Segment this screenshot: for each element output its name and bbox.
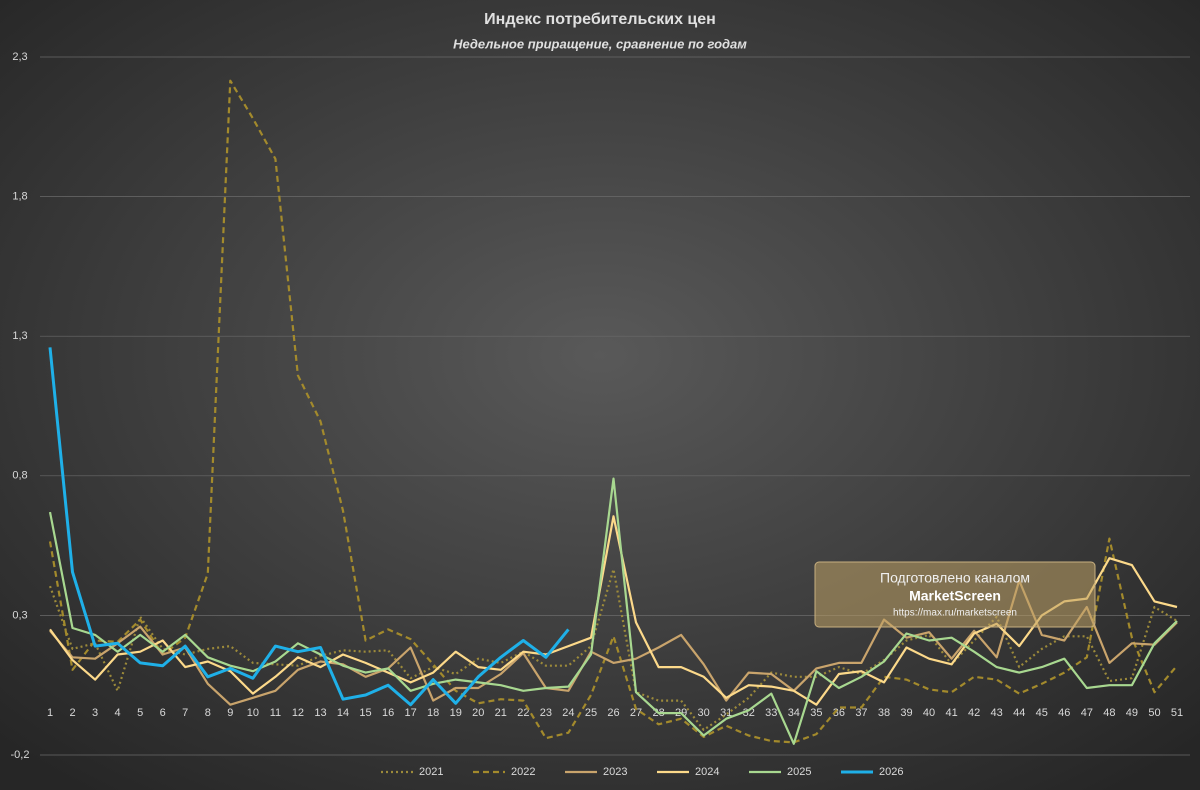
grid: -0,20,30,81,31,82,31 2 3 4 5 6 7 8 9 10 11 12 13 14 15… [11, 51, 1190, 761]
y-tick-label: 0,8 [12, 470, 27, 482]
x-tick-label: 5 [137, 707, 143, 719]
x-tick-label: 10 [247, 707, 259, 719]
x-tick-label: 50 [1148, 707, 1160, 719]
x-tick-label: 4 [115, 707, 121, 719]
x-tick-label: 21 [495, 707, 507, 719]
x-tick-label: 26 [607, 707, 619, 719]
x-tick-label: 6 [160, 707, 166, 719]
x-tick-label: 17 [405, 707, 417, 719]
x-tick-label: 44 [1013, 707, 1025, 719]
legend-label: 2023 [603, 766, 627, 778]
series-line [48, 477, 1178, 745]
legend-label: 2022 [511, 766, 535, 778]
x-tick-label: 20 [472, 707, 484, 719]
x-tick-label: 8 [205, 707, 211, 719]
x-tick-label: 32 [743, 707, 755, 719]
chart-title: Индекс потребительских цен [484, 11, 716, 28]
y-tick-label: 0,3 [12, 609, 27, 621]
y-tick-label: 1,3 [12, 330, 27, 342]
y-tick-label: 1,8 [12, 191, 27, 203]
x-tick-label: 9 [227, 707, 233, 719]
x-tick-label: 30 [698, 707, 710, 719]
x-tick-label: 33 [765, 707, 777, 719]
x-tick-label: 3 [92, 707, 98, 719]
x-tick-label: 14 [337, 707, 349, 719]
legend: 2021 2022 2023 2024 2025 2026 [381, 766, 903, 778]
x-tick-label: 34 [788, 707, 800, 719]
series-line [48, 347, 570, 707]
series-line [48, 79, 1178, 744]
chart-subtitle: Недельное приращение, сравнение по годам [453, 36, 747, 51]
x-tick-label: 40 [923, 707, 935, 719]
x-tick-label: 41 [945, 707, 957, 719]
legend-label: 2021 [419, 766, 443, 778]
x-tick-label: 51 [1171, 707, 1183, 719]
series-line [49, 579, 1178, 706]
x-tick-label: 2 [69, 707, 75, 719]
x-tick-label: 48 [1103, 707, 1115, 719]
y-tick-label: -0,2 [11, 749, 30, 761]
x-tick-label: 38 [878, 707, 890, 719]
x-tick-label: 12 [292, 707, 304, 719]
x-tick-label: 47 [1081, 707, 1093, 719]
x-tick-label: 19 [450, 707, 462, 719]
watermark-brand: MarketScreen [909, 588, 1001, 604]
legend-label: 2025 [787, 766, 811, 778]
legend-label: 2026 [879, 766, 903, 778]
x-tick-label: 23 [540, 707, 552, 719]
x-tick-label: 46 [1058, 707, 1070, 719]
x-tick-label: 11 [270, 707, 281, 719]
x-tick-label: 42 [968, 707, 980, 719]
x-tick-label: 18 [427, 707, 439, 719]
watermark-text: Подготовлено каналом [880, 570, 1030, 586]
watermark-url: https://max.ru/marketscreen [893, 608, 1017, 619]
x-tick-label: 35 [810, 707, 822, 719]
x-tick-label: 7 [182, 707, 188, 719]
x-tick-label: 43 [991, 707, 1003, 719]
watermark-box [814, 561, 1096, 628]
x-tick-label: 24 [562, 707, 574, 719]
x-tick-label: 25 [585, 707, 597, 719]
x-tick-label: 1 [47, 707, 53, 719]
x-tick-label: 22 [517, 707, 529, 719]
legend-label: 2024 [695, 766, 719, 778]
x-tick-label: 37 [855, 707, 867, 719]
x-tick-label: 27 [630, 707, 642, 719]
x-tick-label: 49 [1126, 707, 1138, 719]
y-tick-label: 2,3 [12, 51, 27, 63]
x-tick-label: 45 [1036, 707, 1048, 719]
x-tick-label: 39 [900, 707, 912, 719]
x-tick-label: 13 [314, 707, 326, 719]
x-tick-label: 15 [359, 707, 371, 719]
watermark: Подготовлено каналом MarketScreen https:… [814, 561, 1096, 628]
x-tick-label: 16 [382, 707, 394, 719]
